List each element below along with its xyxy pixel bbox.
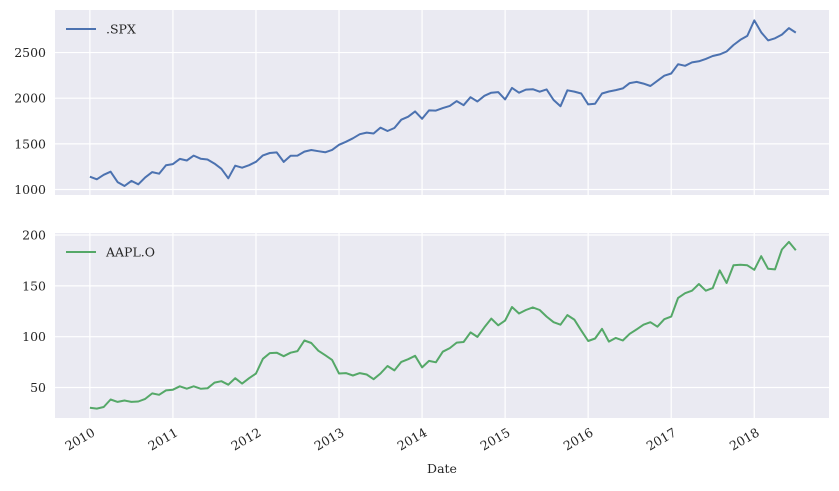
y-tick-label: 2500: [14, 45, 46, 60]
legend: .SPX: [66, 22, 136, 37]
legend-label: .SPX: [106, 22, 136, 37]
legend-label: AAPL.O: [105, 245, 155, 260]
x-tick-label: 2015: [478, 425, 513, 454]
y-tick-label: 200: [22, 228, 46, 243]
y-tick-label: 2000: [14, 91, 46, 106]
legend: AAPL.O: [66, 245, 155, 260]
series-line-spx: [89, 19, 797, 187]
x-tick-label: 2018: [727, 425, 762, 454]
x-tick-label: 2014: [395, 425, 430, 454]
series-line-aaplo: [89, 240, 797, 410]
y-tick-label: 100: [22, 329, 46, 344]
y-tick-label: 150: [22, 278, 46, 293]
y-tick-label: 1000: [14, 182, 46, 197]
y-tick-label: 1500: [14, 136, 46, 151]
x-tick-label: 2017: [644, 425, 679, 454]
axes-1: 1000 1500 2000 2500 .SPX: [14, 10, 829, 197]
x-tick-label: 2012: [228, 425, 263, 454]
x-tick-label: 2013: [311, 425, 346, 454]
plot-background: [55, 10, 829, 195]
axes-2: 2010 2011 2012 2013 2014 2015 2016 2017 2018 50 10…: [22, 228, 829, 454]
x-tick-label: 2016: [561, 425, 596, 454]
y-tick-label: 50: [30, 380, 46, 395]
x-axis-label: Date: [427, 461, 457, 476]
x-tick-label: 2010: [62, 425, 97, 454]
x-tick-label: 2011: [145, 425, 180, 454]
